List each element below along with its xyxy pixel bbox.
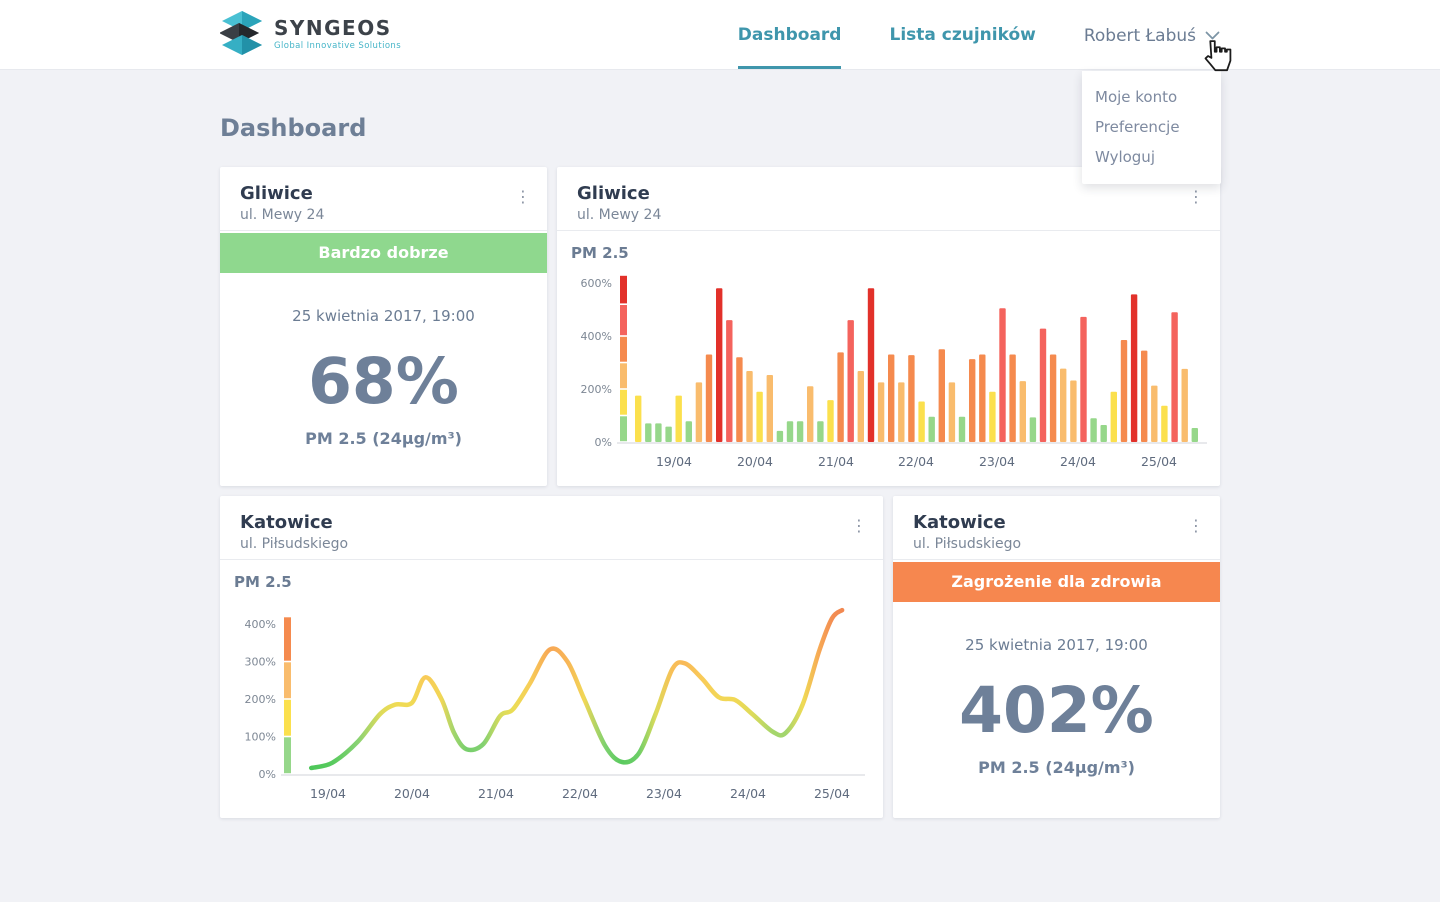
svg-text:23/04: 23/04 [646, 786, 682, 801]
chart-metric-label: PM 2.5 [234, 573, 292, 591]
dashboard-page: Dashboard Gliwice ul. Mewy 24 ⋮ Bardzo d… [220, 114, 1220, 818]
menu-item-preferences[interactable]: Preferencje [1095, 118, 1180, 136]
brand-logo[interactable]: SYNGEOS Global Innovative Solutions [219, 10, 402, 60]
svg-text:19/04: 19/04 [310, 786, 346, 801]
main-nav: Dashboard Lista czujników Robert Łabuś [737, 0, 1220, 69]
nav-item-sensor-list[interactable]: Lista czujników [889, 24, 1036, 45]
measurement-date: 25 kwietnia 2017, 19:00 [965, 636, 1148, 654]
sensor-card-gliwice-chart: Gliwice ul. Mewy 24 ⋮ PM 2.5 600% 400% 200… [557, 167, 1220, 486]
svg-text:22/04: 22/04 [562, 786, 598, 801]
svg-text:100%: 100% [245, 731, 276, 744]
measurement-date: 25 kwietnia 2017, 19:00 [292, 307, 475, 325]
measurement-value: 68% [308, 345, 459, 418]
sensor-card-gliwice-summary: Gliwice ul. Mewy 24 ⋮ Bardzo dobrze 25 k… [220, 167, 547, 486]
measurement-value: 402% [959, 674, 1154, 747]
card-street: ul. Mewy 24 [240, 206, 325, 223]
svg-text:20/04: 20/04 [394, 786, 430, 801]
svg-text:25/04: 25/04 [814, 786, 850, 801]
status-badge: Bardzo dobrze [220, 233, 547, 273]
chart-metric-label: PM 2.5 [571, 244, 629, 262]
brand-tagline: Global Innovative Solutions [274, 41, 402, 51]
svg-text:400%: 400% [581, 330, 612, 343]
menu-item-my-account[interactable]: Moje konto [1095, 88, 1178, 106]
page-title: Dashboard [220, 114, 367, 142]
sensor-card-katowice-summary: Katowice ul. Piłsudskiego ⋮ Zagrożenie d… [893, 496, 1220, 818]
user-dropdown-menu: Moje konto Preferencje Wyloguj [1082, 71, 1221, 184]
card-menu-icon[interactable]: ⋮ [1188, 187, 1204, 206]
card-city: Gliwice [577, 183, 650, 204]
menu-item-logout[interactable]: Wyloguj [1095, 148, 1155, 166]
user-name: Robert Łabuś [1083, 26, 1196, 46]
card-menu-icon[interactable]: ⋮ [1188, 516, 1204, 535]
svg-text:200%: 200% [581, 383, 612, 396]
card-street: ul. Mewy 24 [577, 206, 662, 223]
card-street: ul. Piłsudskiego [240, 535, 349, 552]
card-menu-icon[interactable]: ⋮ [851, 516, 867, 535]
svg-text:25/04: 25/04 [1141, 454, 1177, 469]
nav-item-dashboard[interactable]: Dashboard [737, 0, 842, 69]
svg-text:300%: 300% [245, 656, 276, 669]
svg-text:21/04: 21/04 [478, 786, 514, 801]
card-street: ul. Piłsudskiego [913, 535, 1022, 552]
svg-text:600%: 600% [581, 277, 612, 290]
svg-text:21/04: 21/04 [818, 454, 854, 469]
top-nav: SYNGEOS Global Innovative Solutions Dash… [0, 0, 1440, 70]
svg-text:0%: 0% [259, 768, 276, 781]
brand-name: SYNGEOS [274, 16, 392, 40]
measurement-metric: PM 2.5 (24µg/m³) [305, 429, 462, 449]
measurement-metric: PM 2.5 (24µg/m³) [978, 758, 1135, 778]
svg-text:23/04: 23/04 [979, 454, 1015, 469]
svg-text:24/04: 24/04 [1060, 454, 1096, 469]
card-city: Gliwice [240, 183, 313, 204]
card-city: Katowice [913, 512, 1006, 533]
svg-text:400%: 400% [245, 618, 276, 631]
svg-text:24/04: 24/04 [730, 786, 766, 801]
svg-text:19/04: 19/04 [656, 454, 692, 469]
syngeos-logo-icon [219, 10, 264, 60]
card-city: Katowice [240, 512, 333, 533]
svg-text:0%: 0% [595, 436, 612, 449]
card-menu-icon[interactable]: ⋮ [515, 187, 531, 206]
sensor-card-katowice-chart: Katowice ul. Piłsudskiego ⋮ PM 2.5 400% 3… [220, 496, 883, 818]
svg-text:22/04: 22/04 [898, 454, 934, 469]
svg-text:20/04: 20/04 [737, 454, 773, 469]
status-badge: Zagrożenie dla zdrowia [893, 562, 1220, 602]
svg-text:200%: 200% [245, 693, 276, 706]
chevron-down-icon [1205, 26, 1220, 46]
user-menu-trigger[interactable]: Robert Łabuś [1084, 0, 1220, 69]
